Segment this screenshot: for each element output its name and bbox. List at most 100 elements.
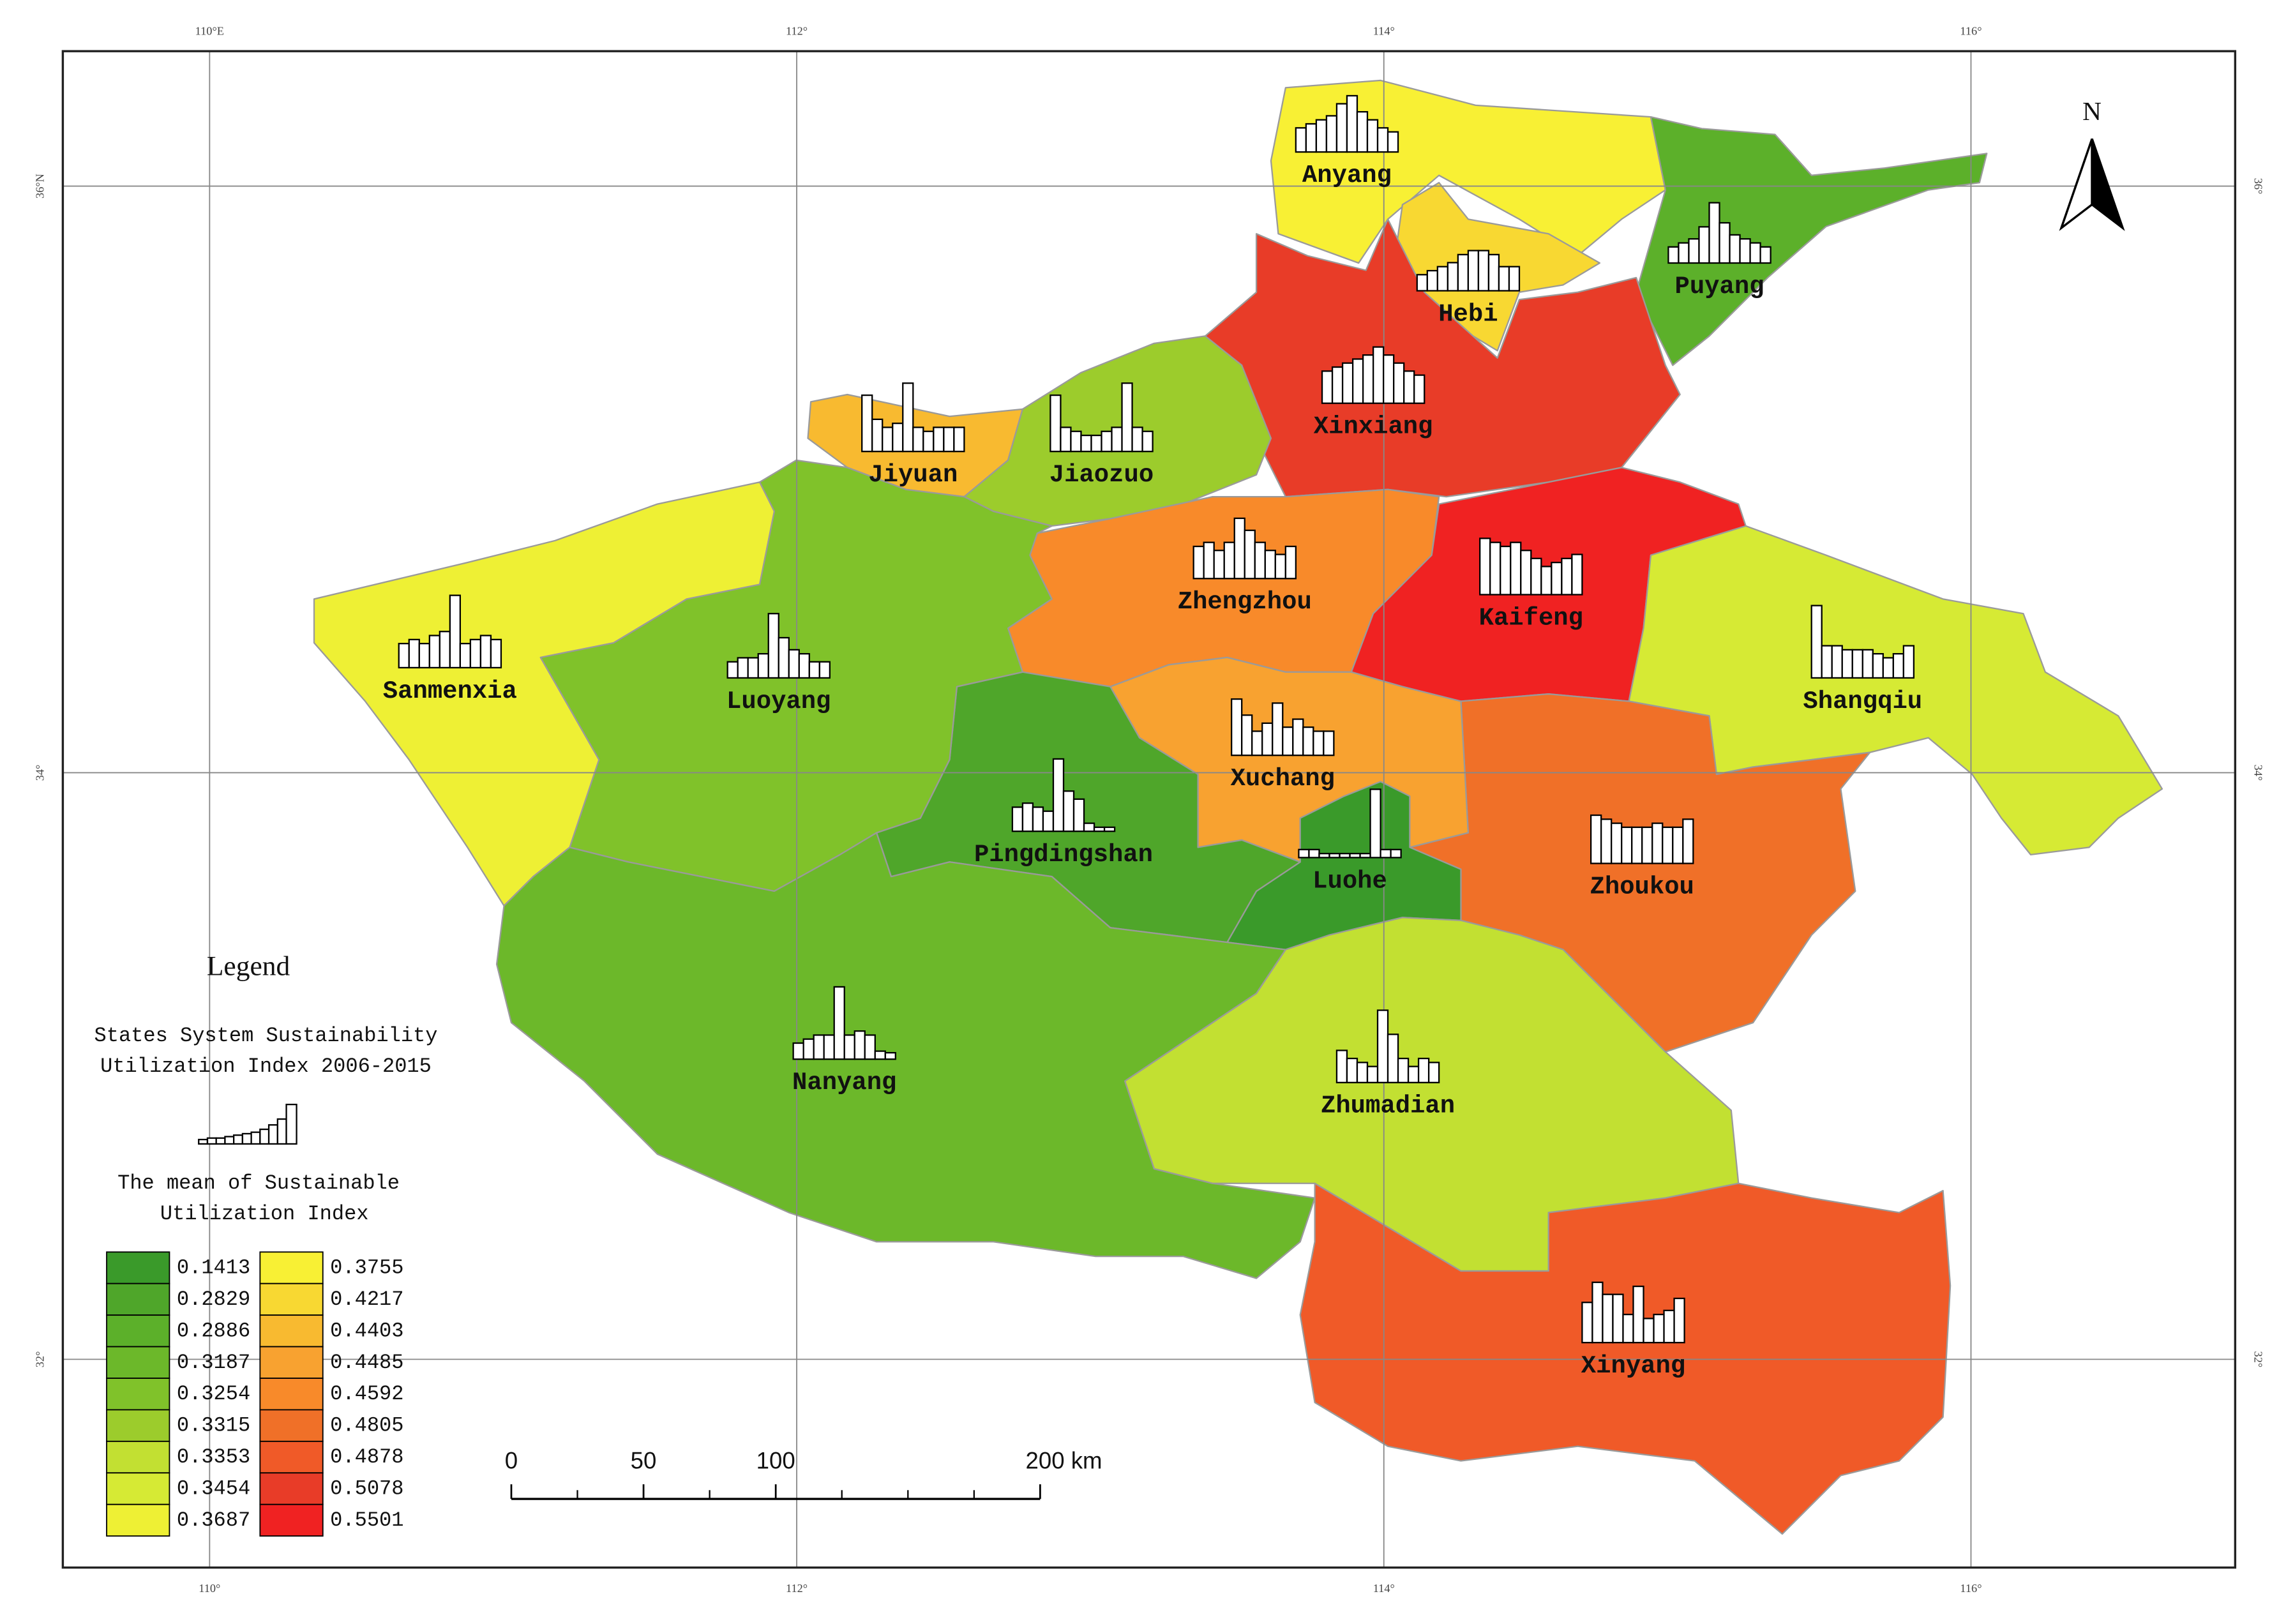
mini-bar <box>1373 346 1385 404</box>
mini-bar <box>1315 119 1328 153</box>
mini-bar <box>1403 370 1415 404</box>
legend-swatch <box>106 1409 170 1442</box>
graticule: 110°E 112° 114° 116°110° 112° 114° 116°36°N34°… <box>33 25 2264 1595</box>
legend-swatch <box>259 1503 324 1537</box>
mini-bar <box>1366 119 1379 153</box>
mini-bar <box>1251 730 1263 756</box>
mini-bar <box>912 426 924 453</box>
mini-bar <box>1080 434 1092 453</box>
legend-label: 0.3187 <box>177 1351 250 1374</box>
mini-bar <box>1323 730 1335 756</box>
mini-bar <box>1417 1057 1430 1083</box>
north-arrow: N <box>2059 96 2125 231</box>
mini-bar <box>1436 266 1449 292</box>
mini-bar <box>1264 550 1276 580</box>
mini-bar <box>1520 550 1532 596</box>
mini-bar <box>1479 538 1491 596</box>
mini-bar <box>1380 848 1392 859</box>
mini-bar <box>1651 822 1664 864</box>
scale-label: 200 km <box>1025 1447 1102 1473</box>
city-chart <box>1590 814 1694 864</box>
legend-swatch <box>106 1503 170 1537</box>
mini-bar <box>1318 852 1330 859</box>
mini-bar <box>892 423 904 453</box>
lat-label: 32° <box>33 1351 46 1368</box>
mini-bar <box>1356 110 1369 153</box>
city-label: Nanyang <box>792 1069 896 1097</box>
mini-bar <box>1052 758 1065 832</box>
mini-bar <box>1489 541 1501 596</box>
mini-bar <box>1298 848 1310 859</box>
mini-bar <box>1359 852 1371 859</box>
mini-bar <box>1383 354 1395 404</box>
mini-bar <box>1643 1318 1655 1344</box>
city-label: Zhoukou <box>1590 873 1694 901</box>
legend-swatch <box>106 1282 170 1316</box>
city-chart <box>1810 605 1915 679</box>
mini-bar <box>788 649 800 679</box>
mini-bar <box>818 661 831 679</box>
mini-bar <box>1872 653 1884 679</box>
scale-label: 50 <box>631 1447 657 1473</box>
mini-bar <box>833 986 845 1060</box>
mini-bar <box>943 426 955 453</box>
mini-bar <box>882 426 894 453</box>
mini-bar <box>1328 852 1341 859</box>
city-label: Shangqiu <box>1803 688 1922 716</box>
mini-bar <box>1231 698 1243 756</box>
mini-bar <box>1902 645 1915 679</box>
city-label: Kaifeng <box>1479 604 1583 632</box>
mini-bar <box>1672 826 1684 864</box>
mini-bar <box>1413 374 1425 404</box>
city-label: Pingdingshan <box>974 841 1153 869</box>
mini-bar <box>1851 649 1863 679</box>
mini-bar <box>1810 605 1823 679</box>
mini-bar <box>1882 657 1894 679</box>
city-chart <box>792 986 896 1060</box>
mini-bar <box>1274 553 1286 580</box>
legend-swatch <box>259 1409 324 1442</box>
mini-bar <box>1510 541 1522 596</box>
legend-label: 0.4217 <box>330 1288 403 1311</box>
legend-swatch <box>259 1440 324 1474</box>
legend-label: 0.3315 <box>177 1414 250 1438</box>
city-label: Luohe <box>1312 867 1387 895</box>
mini-bar <box>1631 826 1643 864</box>
city-chart <box>861 382 965 453</box>
mini-bar <box>449 594 462 669</box>
mini-bar <box>726 661 739 679</box>
mini-bar <box>1321 370 1334 404</box>
city-chart <box>726 613 831 679</box>
lon-label: 110°E <box>195 25 224 38</box>
legend-label: 0.4805 <box>330 1414 403 1438</box>
city-chart <box>398 594 502 669</box>
mini-bar <box>1387 131 1399 153</box>
city-chart <box>1011 758 1116 832</box>
lon-label: 114° <box>1373 25 1395 38</box>
scale-label: 100 <box>756 1447 795 1473</box>
mini-bar <box>737 657 749 679</box>
lat-label: 34° <box>2252 765 2264 781</box>
mini-bar <box>1032 806 1044 832</box>
mini-bar <box>1141 430 1154 453</box>
mini-bar <box>1042 810 1055 832</box>
mini-bar <box>1611 822 1623 864</box>
legend-label: 0.5078 <box>330 1477 403 1500</box>
legend-swatch <box>259 1378 324 1411</box>
mini-bar <box>778 636 790 679</box>
mini-bar <box>757 653 769 679</box>
region <box>1299 1182 1952 1535</box>
mini-bar <box>1101 430 1113 453</box>
mini-bar <box>1131 426 1143 453</box>
city-chart <box>1479 538 1583 596</box>
legend-label: 0.2886 <box>177 1319 250 1342</box>
mini-bar <box>1282 726 1294 756</box>
mini-bar <box>813 1034 825 1060</box>
mini-bar <box>1590 814 1602 864</box>
mini-bar <box>1387 1034 1399 1083</box>
mini-bar <box>1233 517 1245 580</box>
mini-bar <box>1698 226 1710 264</box>
mini-bar <box>1540 566 1553 596</box>
city-label: Anyang <box>1302 162 1392 190</box>
